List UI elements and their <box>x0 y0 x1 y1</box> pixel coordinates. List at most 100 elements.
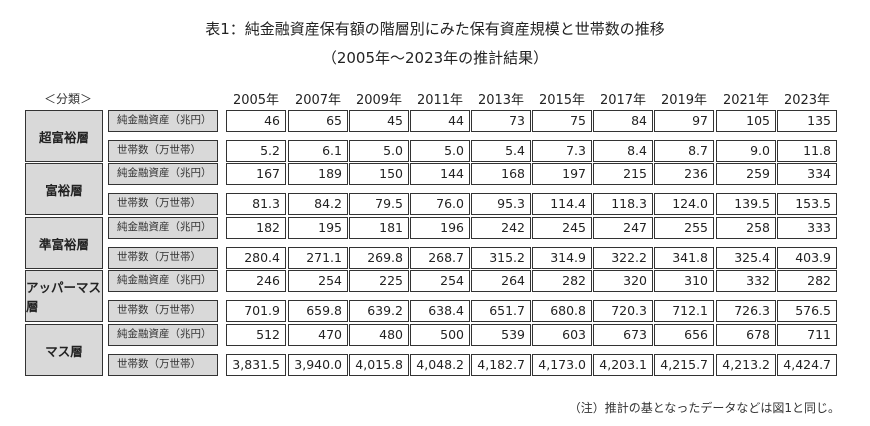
cell-households: 712.1 <box>654 300 714 322</box>
cell-households: 726.3 <box>716 300 776 322</box>
cell-households: 5.2 <box>226 140 286 162</box>
cell-assets: 189 <box>288 163 348 185</box>
row-label-households: 世帯数（万世帯） <box>108 193 218 215</box>
cell-assets: 254 <box>288 270 348 292</box>
group-label: マス層 <box>25 324 103 376</box>
row-label-households: 世帯数（万世帯） <box>108 247 218 269</box>
cell-assets: 282 <box>532 270 592 292</box>
cell-households: 4,213.2 <box>716 354 776 376</box>
cell-households: 268.7 <box>410 247 470 269</box>
cell-households: 639.2 <box>349 300 409 322</box>
row-label-households: 世帯数（万世帯） <box>108 140 218 162</box>
cell-households: 81.3 <box>226 193 286 215</box>
cell-assets: 320 <box>593 270 653 292</box>
cell-households: 325.4 <box>716 247 776 269</box>
cell-assets: 603 <box>532 324 592 346</box>
row-label-assets: 純金融資産（兆円） <box>108 270 218 292</box>
cell-households: 680.8 <box>532 300 592 322</box>
cell-assets: 259 <box>716 163 776 185</box>
cell-households: 153.5 <box>777 193 837 215</box>
cell-households: 84.2 <box>288 193 348 215</box>
cell-households: 314.9 <box>532 247 592 269</box>
cell-households: 6.1 <box>288 140 348 162</box>
cell-assets: 254 <box>410 270 470 292</box>
cell-assets: 168 <box>471 163 531 185</box>
cell-assets: 167 <box>226 163 286 185</box>
cell-assets: 247 <box>593 217 653 239</box>
cell-assets: 245 <box>532 217 592 239</box>
cell-households: 322.2 <box>593 247 653 269</box>
year-header: 2013年 <box>477 93 525 108</box>
cell-households: 659.8 <box>288 300 348 322</box>
cell-assets: 105 <box>716 110 776 132</box>
cell-assets: 255 <box>654 217 714 239</box>
year-header: 2021年 <box>722 93 770 108</box>
cell-assets: 215 <box>593 163 653 185</box>
cell-households: 315.2 <box>471 247 531 269</box>
category-header: ＜分類＞ <box>44 92 93 106</box>
table-title: 表1：純金融資産保有額の階層別にみた保有資産規模と世帯数の推移 <box>205 20 665 38</box>
cell-households: 5.4 <box>471 140 531 162</box>
cell-households: 701.9 <box>226 300 286 322</box>
cell-households: 79.5 <box>349 193 409 215</box>
cell-assets: 196 <box>410 217 470 239</box>
row-label-households: 世帯数（万世帯） <box>108 300 218 322</box>
cell-assets: 512 <box>226 324 286 346</box>
year-header: 2009年 <box>355 93 403 108</box>
group-label: 準富裕層 <box>25 217 103 269</box>
row-label-assets: 純金融資産（兆円） <box>108 163 218 185</box>
cell-assets: 65 <box>288 110 348 132</box>
cell-assets: 44 <box>410 110 470 132</box>
row-label-assets: 純金融資産（兆円） <box>108 217 218 239</box>
cell-assets: 242 <box>471 217 531 239</box>
cell-assets: 258 <box>716 217 776 239</box>
table-subtitle: （2005年〜2023年の推計結果） <box>321 49 549 67</box>
cell-households: 8.4 <box>593 140 653 162</box>
cell-assets: 282 <box>777 270 837 292</box>
cell-households: 3,831.5 <box>226 354 286 376</box>
cell-households: 7.3 <box>532 140 592 162</box>
cell-households: 341.8 <box>654 247 714 269</box>
cell-households: 4,182.7 <box>471 354 531 376</box>
cell-households: 8.7 <box>654 140 714 162</box>
cell-households: 114.4 <box>532 193 592 215</box>
cell-households: 269.8 <box>349 247 409 269</box>
cell-assets: 246 <box>226 270 286 292</box>
cell-assets: 236 <box>654 163 714 185</box>
cell-households: 651.7 <box>471 300 531 322</box>
year-header: 2007年 <box>294 93 342 108</box>
cell-households: 403.9 <box>777 247 837 269</box>
year-header: 2015年 <box>538 93 586 108</box>
group-label: 富裕層 <box>25 163 103 215</box>
cell-assets: 150 <box>349 163 409 185</box>
cell-households: 4,424.7 <box>777 354 837 376</box>
cell-assets: 45 <box>349 110 409 132</box>
cell-assets: 310 <box>654 270 714 292</box>
cell-assets: 333 <box>777 217 837 239</box>
cell-assets: 182 <box>226 217 286 239</box>
cell-assets: 500 <box>410 324 470 346</box>
cell-households: 124.0 <box>654 193 714 215</box>
cell-assets: 656 <box>654 324 714 346</box>
cell-households: 139.5 <box>716 193 776 215</box>
cell-households: 4,215.7 <box>654 354 714 376</box>
cell-households: 76.0 <box>410 193 470 215</box>
footnote: （注）推計の基となったデータなどは図1と同じ。 <box>568 401 840 415</box>
cell-households: 720.3 <box>593 300 653 322</box>
cell-households: 271.1 <box>288 247 348 269</box>
cell-assets: 264 <box>471 270 531 292</box>
cell-households: 5.0 <box>349 140 409 162</box>
cell-assets: 144 <box>410 163 470 185</box>
group-label: 超富裕層 <box>25 110 103 162</box>
cell-households: 3,940.0 <box>288 354 348 376</box>
cell-households: 95.3 <box>471 193 531 215</box>
year-header: 2011年 <box>416 93 464 108</box>
cell-households: 4,015.8 <box>349 354 409 376</box>
cell-assets: 84 <box>593 110 653 132</box>
cell-assets: 480 <box>349 324 409 346</box>
group-label: アッパーマス層 <box>25 270 103 322</box>
cell-households: 118.3 <box>593 193 653 215</box>
year-header: 2019年 <box>660 93 708 108</box>
cell-assets: 46 <box>226 110 286 132</box>
cell-assets: 225 <box>349 270 409 292</box>
